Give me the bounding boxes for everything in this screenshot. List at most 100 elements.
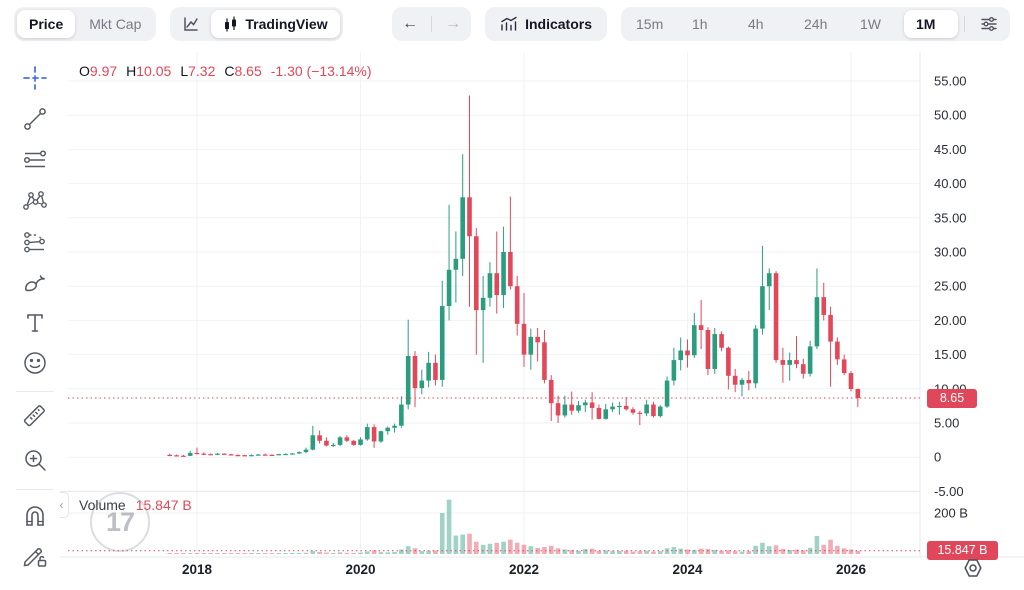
tab-mkt-cap-label: Mkt Cap	[89, 16, 142, 32]
magnet-tool-button[interactable]	[17, 499, 53, 535]
svg-text:5.00: 5.00	[934, 416, 959, 431]
line-chart-toggle[interactable]	[173, 10, 209, 38]
toolbar-right-cluster: ← → Indicators 15m 1h 4h 24h 1W	[392, 7, 1010, 41]
current-price-badge: 8.65	[927, 388, 977, 408]
svg-text:40.00: 40.00	[934, 176, 967, 191]
ruler-icon	[23, 405, 45, 427]
svg-text:35.00: 35.00	[934, 210, 967, 225]
emoji-tool-button[interactable]	[17, 345, 53, 381]
tab-mkt-cap[interactable]: Mkt Cap	[77, 10, 153, 38]
ohlc-legend: O9.97 H10.05 L7.32 C8.65 -1.30 (−13.14%)	[79, 63, 372, 79]
xabcd-pattern-icon	[23, 191, 47, 210]
back-arrow-button[interactable]: ←	[402, 15, 419, 32]
fib-retracement-icon	[23, 150, 47, 168]
forward-arrow-button[interactable]: →	[445, 15, 462, 32]
emoji-icon	[24, 352, 46, 374]
indicators-icon	[501, 16, 517, 31]
timeframe-1m-label: 1M	[916, 16, 936, 32]
tradingview-toggle[interactable]: TradingView	[211, 10, 340, 38]
timeframe-24h[interactable]: 24h	[792, 10, 846, 38]
svg-text:2024: 2024	[672, 562, 703, 577]
ohlc-high: H10.05	[126, 63, 172, 79]
price-axis-labels: 55.00 50.00 45.00 40.00 35.00 30.00 25.00 20.00…	[934, 74, 967, 499]
grid-lines	[68, 52, 920, 557]
svg-text:55.00: 55.00	[934, 74, 967, 89]
svg-text:25.00: 25.00	[934, 279, 967, 294]
volume-value: 15.847 B	[135, 497, 192, 513]
top-toolbar: Price Mkt Cap TradingView	[0, 0, 1024, 48]
timeframe-4h-label: 4h	[748, 16, 764, 32]
ohlc-low: L7.32	[180, 63, 216, 79]
timeframe-1w[interactable]: 1W	[848, 10, 902, 38]
chevron-left-icon: ‹	[59, 498, 64, 512]
drawing-tools-sidebar	[0, 48, 60, 590]
timeframe-1m[interactable]: 1M	[904, 10, 958, 38]
zoom-in-tool-button[interactable]	[17, 442, 53, 478]
text-tool-icon	[27, 314, 43, 332]
lock-drawings-tool-button[interactable]	[17, 538, 53, 574]
timeframe-1h-label: 1h	[692, 16, 708, 32]
tradingview-label: TradingView	[245, 16, 328, 32]
nav-divider	[431, 16, 433, 32]
tab-price-label: Price	[29, 16, 64, 32]
sidebar-divider	[16, 489, 54, 490]
timeframe-1h[interactable]: 1h	[680, 10, 734, 38]
current-volume-badge: 15.847 B	[927, 541, 998, 561]
timeframe-15m[interactable]: 15m	[624, 10, 678, 38]
svg-text:30.00: 30.00	[934, 245, 967, 260]
svg-text:2020: 2020	[345, 562, 375, 577]
volume-legend: Volume 15.847 B	[79, 497, 192, 513]
trend-line-tool-button[interactable]	[17, 101, 53, 137]
indicators-label: Indicators	[525, 16, 592, 32]
fib-retracement-tool-button[interactable]	[17, 142, 53, 178]
indicators-button[interactable]: Indicators	[488, 10, 604, 38]
volume-label: Volume	[79, 497, 126, 513]
svg-text:2026: 2026	[836, 562, 867, 577]
toolbar-left-cluster: Price Mkt Cap TradingView	[14, 7, 343, 41]
timeframe-1w-label: 1W	[860, 16, 881, 32]
volume-axis-labels: 200 B	[934, 506, 968, 521]
price-mktcap-toggle: Price Mkt Cap	[14, 7, 157, 41]
ohlc-change: -1.30 (−13.14%)	[270, 63, 372, 79]
time-axis-labels: 2018 2020 2022 2024 2026	[182, 562, 867, 577]
indicators-group: Indicators	[485, 7, 607, 41]
measure-tool-button[interactable]	[17, 400, 53, 436]
axis-settings-button[interactable]	[958, 553, 988, 583]
text-tool-button[interactable]	[17, 305, 53, 341]
projection-icon	[24, 232, 45, 253]
svg-text:0: 0	[934, 450, 941, 465]
current-value-lines	[68, 397, 920, 552]
tradingview-watermark: 17	[90, 492, 150, 552]
pane-separators	[0, 52, 1024, 558]
candlestick-logo-icon	[225, 16, 237, 31]
history-nav-group: ← →	[392, 7, 472, 41]
xabcd-pattern-tool-button[interactable]	[17, 183, 53, 219]
gear-icon	[964, 559, 982, 577]
projection-tool-button[interactable]	[17, 224, 53, 260]
ohlc-open: O9.97	[79, 63, 118, 79]
timeframe-divider	[964, 16, 965, 32]
candles	[167, 95, 861, 457]
timeframe-24h-label: 24h	[804, 16, 828, 32]
watermark-text: 17	[105, 506, 135, 537]
volume-bars	[167, 499, 861, 555]
brush-tool-button[interactable]	[17, 265, 53, 301]
trend-line-icon	[24, 108, 46, 130]
svg-text:50.00: 50.00	[934, 108, 967, 123]
tab-price[interactable]: Price	[17, 10, 76, 38]
timeframe-4h[interactable]: 4h	[736, 10, 790, 38]
timeframe-settings-button[interactable]	[971, 10, 1007, 38]
crosshair-tool-button[interactable]	[17, 60, 53, 96]
svg-text:45.00: 45.00	[934, 142, 967, 157]
sliders-icon	[981, 17, 997, 31]
ohlc-close: C8.65	[224, 63, 262, 79]
svg-text:2022: 2022	[509, 562, 539, 577]
pencil-lock-icon	[23, 547, 47, 567]
timeframe-15m-label: 15m	[636, 16, 664, 32]
svg-text:2018: 2018	[182, 562, 213, 577]
svg-text:15.00: 15.00	[934, 347, 967, 362]
brush-icon	[25, 275, 45, 292]
zoom-in-icon	[25, 450, 46, 471]
